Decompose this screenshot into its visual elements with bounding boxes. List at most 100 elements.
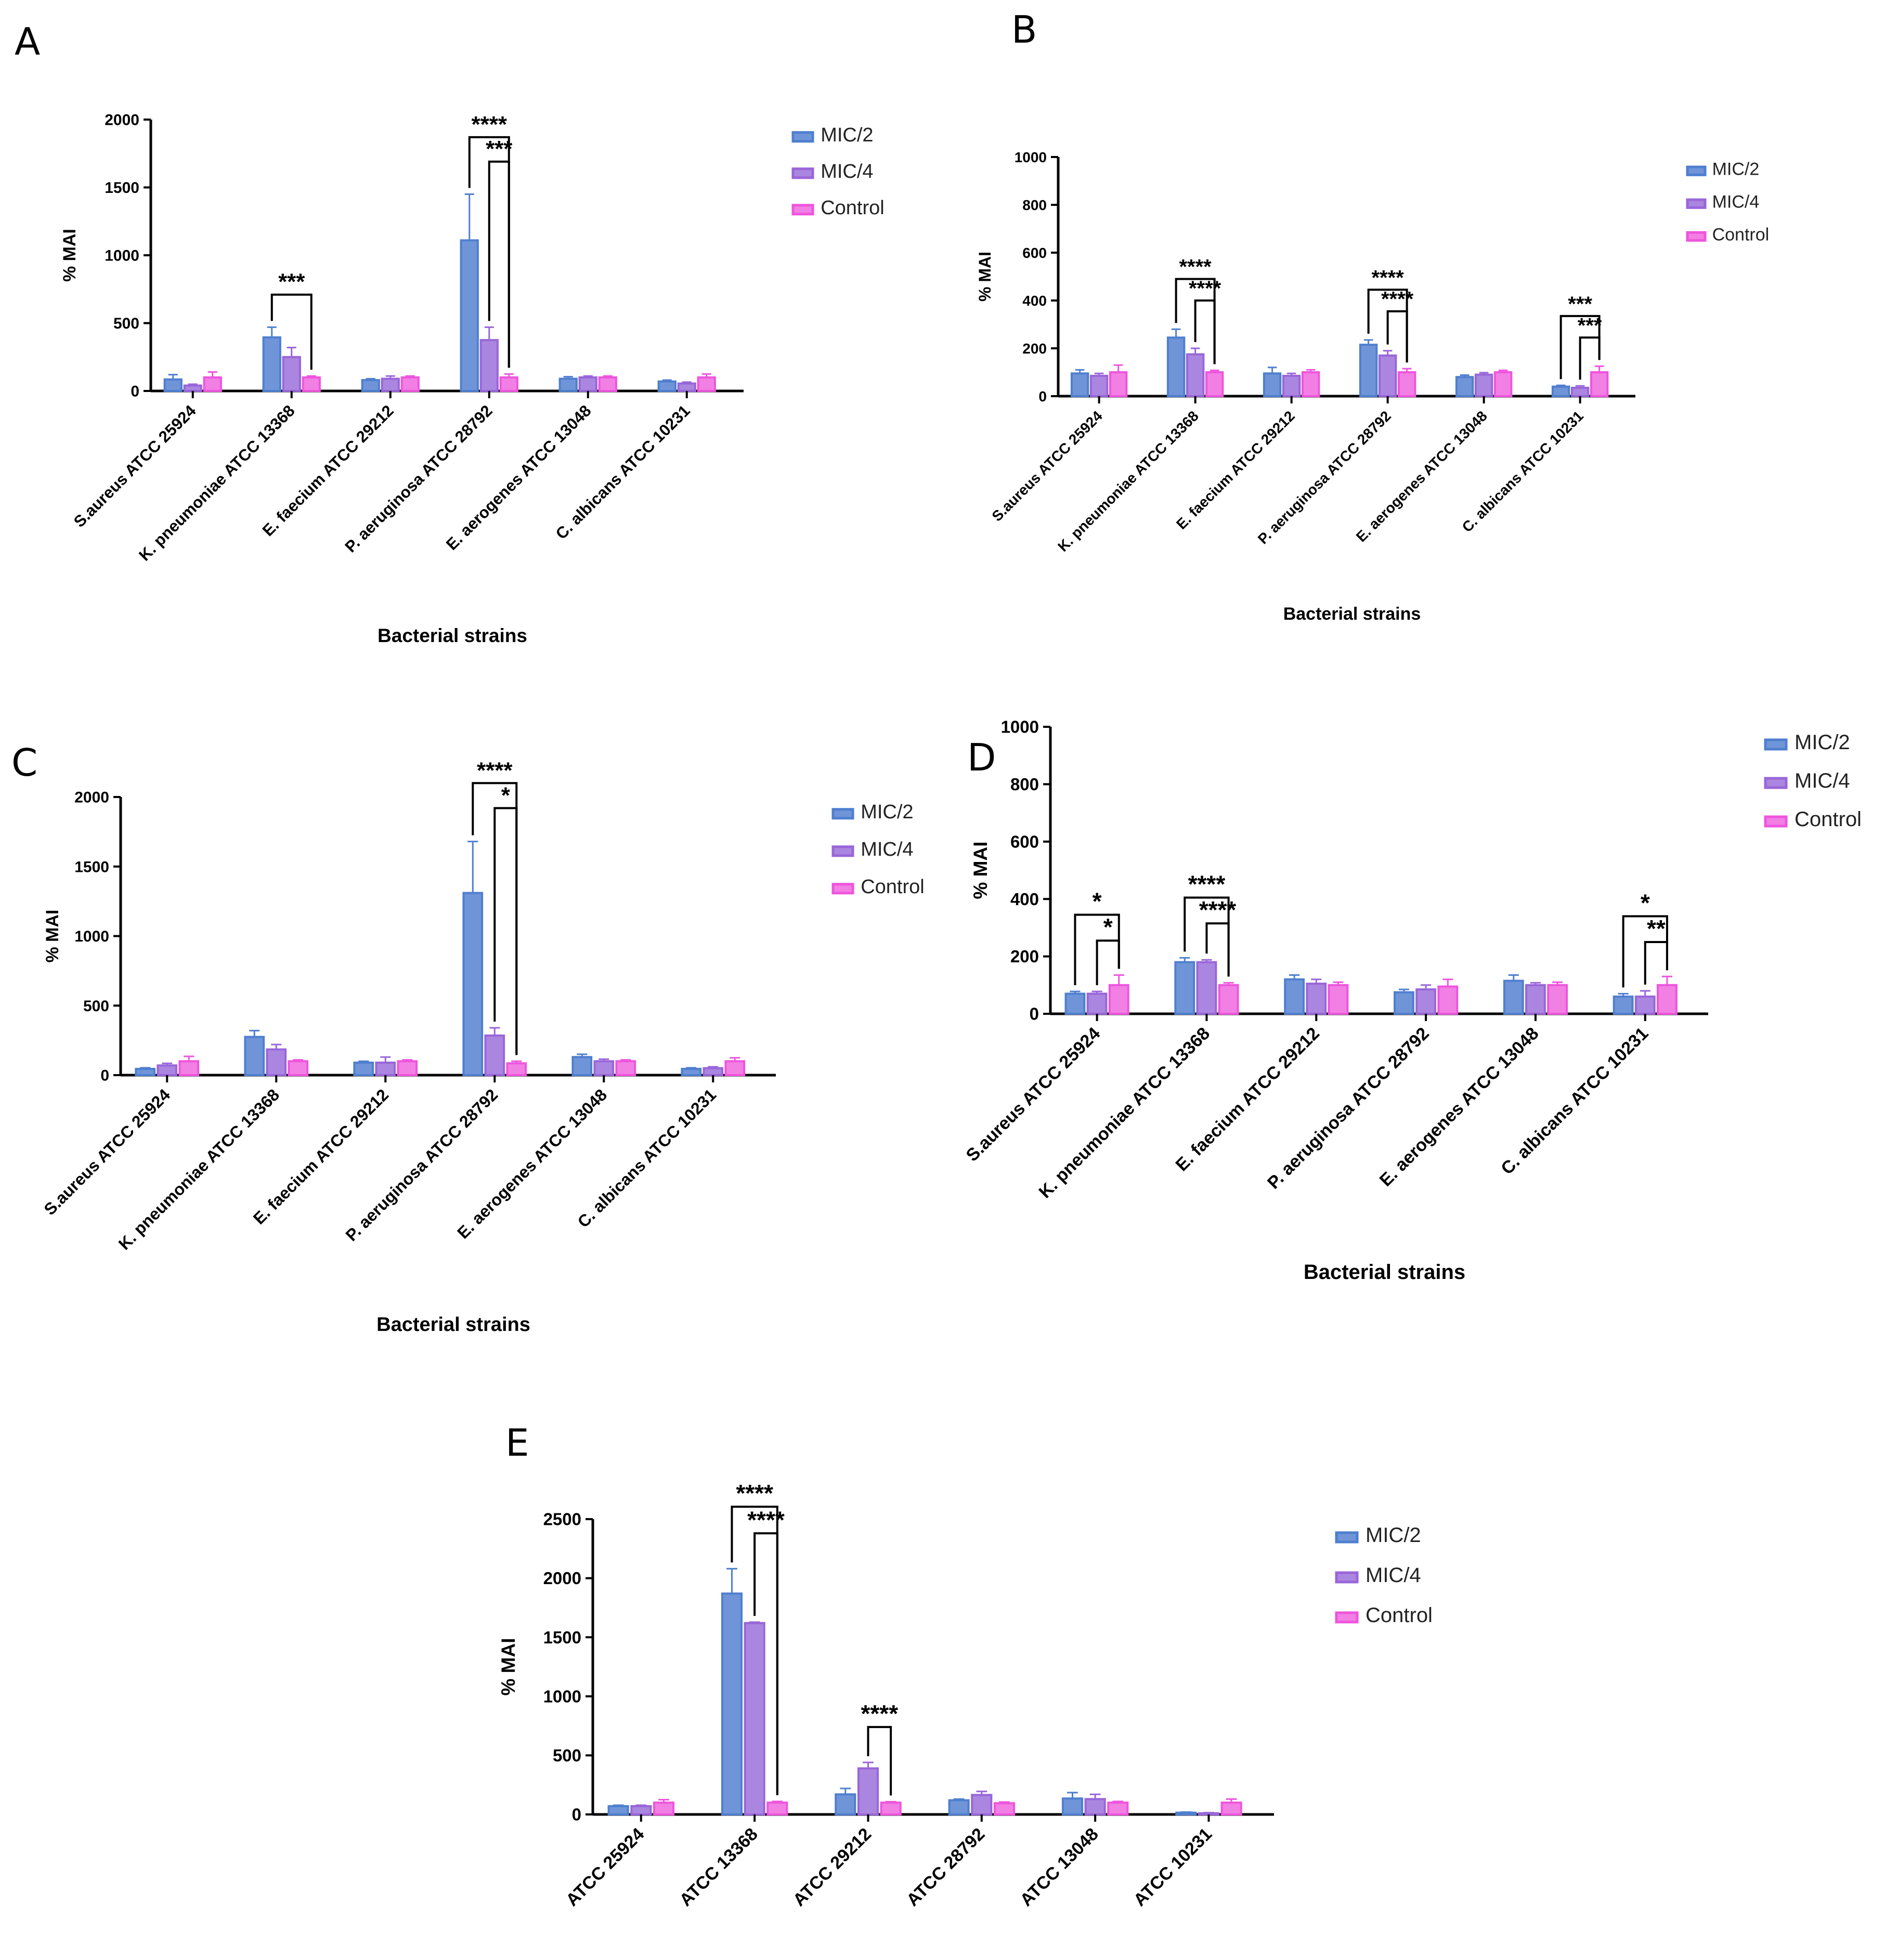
- bar-control-4: [1107, 1801, 1129, 1816]
- bar-control-3: [1437, 985, 1459, 1015]
- y-tick-label: 500: [83, 998, 109, 1015]
- significance-bracket: [1579, 336, 1601, 380]
- legend-label: MIC/2: [1712, 159, 1760, 179]
- significance-bracket: [270, 293, 313, 370]
- y-tick-label: 800: [1022, 197, 1047, 213]
- bar-mic-2-5: [1613, 995, 1634, 1015]
- bar-mic-2-3: [462, 892, 484, 1076]
- bar-mic-2-4: [558, 377, 578, 393]
- bar-control-0: [653, 1801, 675, 1816]
- bar-control-1: [1218, 984, 1239, 1015]
- bar-mic-2-3: [1394, 991, 1414, 1015]
- bar-control-2: [400, 376, 420, 393]
- significance-label: **: [1647, 915, 1666, 942]
- legend-swatch-mic-4: [1764, 777, 1788, 789]
- significance-label: ****: [1179, 256, 1212, 279]
- bar-control-3: [993, 1802, 1016, 1816]
- bar-mic-4-2: [857, 1767, 879, 1816]
- x-category-label: S.aureus ATCC 25924: [989, 408, 1106, 525]
- legend-label: MIC/2: [821, 124, 873, 146]
- y-tick-label: 1000: [105, 247, 139, 265]
- bar-mic-2-0: [163, 378, 183, 393]
- bar-mic-4-2: [375, 1061, 396, 1077]
- bar-control-5: [1590, 371, 1609, 397]
- x-category-label: K. pneumoniae ATCC 13368: [135, 401, 298, 564]
- legend-swatch-control: [1335, 1611, 1359, 1624]
- legend-label: MIC/4: [1366, 1564, 1421, 1587]
- y-axis-label: % MAI: [60, 229, 80, 282]
- y-tick-label: 1000: [74, 928, 109, 945]
- significance-label: ****: [1381, 288, 1414, 311]
- bar-mic-2-0: [1064, 992, 1086, 1015]
- significance-bracket: [488, 160, 510, 368]
- y-tick-label: 200: [1010, 947, 1039, 966]
- bar-control-4: [598, 376, 617, 393]
- y-tick-label: 0: [100, 1067, 109, 1084]
- legend-swatch-control: [1764, 815, 1788, 828]
- significance-bracket: [1096, 939, 1120, 985]
- bar-mic-2-1: [244, 1036, 265, 1076]
- y-tick-label: 200: [1022, 341, 1047, 357]
- bar-mic-4-2: [381, 377, 400, 393]
- bar-mic-2-4: [1455, 376, 1474, 398]
- legend-label: MIC/4: [861, 839, 913, 860]
- bar-mic-4-0: [1086, 992, 1108, 1015]
- significance-label: ***: [1568, 293, 1592, 316]
- bar-mic-2-1: [1174, 961, 1195, 1015]
- bar-control-5: [1657, 984, 1678, 1015]
- bar-mic-4-5: [703, 1067, 724, 1076]
- y-tick-label: 0: [1038, 388, 1047, 404]
- significance-label: ***: [1578, 314, 1602, 337]
- bar-mic-2-3: [460, 239, 479, 392]
- significance-label: ****: [747, 1506, 785, 1533]
- bar-control-5: [1220, 1801, 1242, 1816]
- bar-mic-4-1: [266, 1048, 287, 1076]
- legend-swatch-mic-2: [791, 131, 814, 143]
- y-tick-label: 2000: [543, 1569, 581, 1588]
- bar-mic-4-4: [1525, 984, 1546, 1015]
- bar-mic-4-0: [630, 1805, 652, 1815]
- y-tick-label: 2500: [543, 1510, 581, 1529]
- x-category-label: ATCC 25924: [562, 1824, 648, 1910]
- y-tick-label: 600: [1010, 832, 1039, 851]
- panel-letter: E: [505, 1421, 529, 1465]
- bar-mic-4-1: [744, 1622, 765, 1816]
- significance-label: *: [1093, 888, 1102, 915]
- bar-mic-4-4: [578, 376, 597, 393]
- bar-control-3: [1397, 371, 1416, 397]
- y-axis-label: % MAI: [498, 1638, 519, 1696]
- bar-mic-4-2: [1282, 374, 1301, 398]
- bar-control-4: [1547, 984, 1568, 1015]
- bar-mic-2-5: [1175, 1811, 1197, 1816]
- significance-label: ****: [1189, 277, 1221, 300]
- legend-swatch-mic-2: [1764, 738, 1788, 751]
- bar-control-2: [1328, 984, 1349, 1015]
- legend-swatch-mic-2: [1335, 1531, 1359, 1544]
- bar-mic-4-5: [677, 382, 696, 393]
- legend-label: Control: [1366, 1604, 1433, 1627]
- y-tick-label: 1000: [1001, 717, 1039, 737]
- y-tick-label: 600: [1022, 245, 1047, 261]
- significance-bracket: [1644, 941, 1668, 985]
- bar-mic-4-0: [183, 384, 202, 392]
- bar-mic-4-3: [1415, 988, 1437, 1015]
- bar-mic-2-0: [135, 1067, 156, 1076]
- legend-swatch-control: [791, 204, 814, 216]
- y-axis-label: % MAI: [970, 842, 991, 899]
- bar-mic-2-1: [1166, 336, 1186, 397]
- bar-control-1: [766, 1801, 788, 1816]
- x-axis-label: Bacterial strains: [376, 1314, 530, 1336]
- x-category-label: ATCC 29212: [789, 1824, 875, 1910]
- y-tick-label: 800: [1010, 775, 1039, 794]
- x-axis-label: Bacterial strains: [1283, 604, 1421, 624]
- panel-letter: D: [967, 736, 996, 779]
- bar-mic-4-1: [1196, 961, 1217, 1015]
- y-tick-label: 500: [113, 315, 139, 332]
- bar-mic-2-0: [607, 1805, 629, 1815]
- significance-label: *: [1641, 889, 1650, 916]
- bar-mic-2-5: [657, 380, 677, 392]
- bar-control-1: [288, 1060, 309, 1076]
- legend-swatch-mic-4: [831, 845, 854, 857]
